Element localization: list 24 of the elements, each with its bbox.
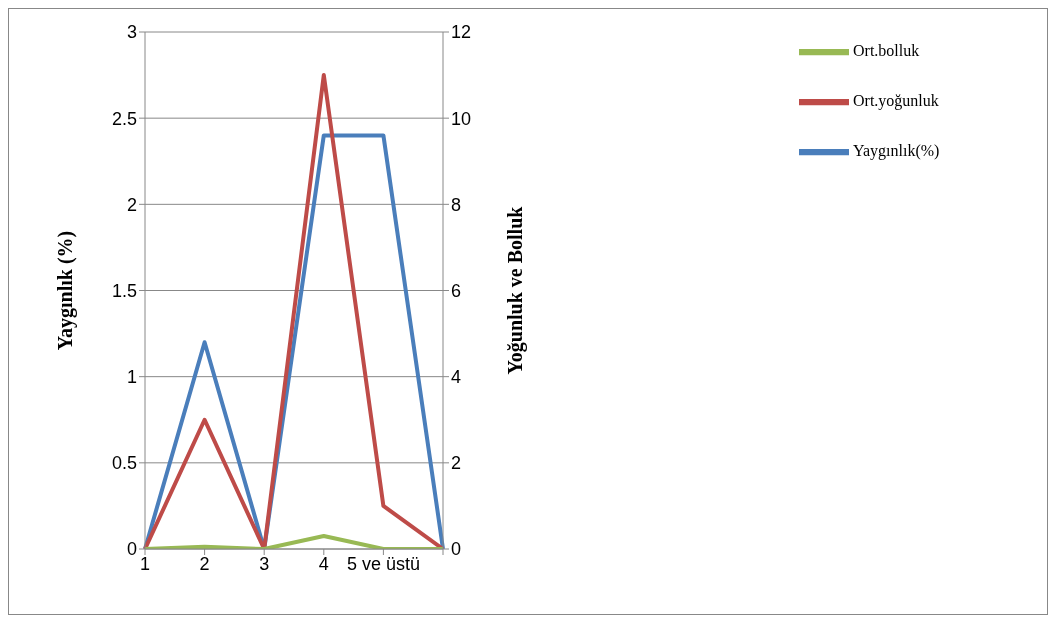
- x-tick-label: 5 ve üstü: [346, 553, 420, 574]
- y2-tick-label: 12: [451, 22, 472, 43]
- y-tick-label: 2: [126, 194, 137, 215]
- x-tick-label: 3: [259, 553, 270, 574]
- y-tick-label: 3: [126, 22, 137, 43]
- y-axis-title: Yaygınlık (%): [54, 230, 78, 351]
- y-tick-label: 2.5: [111, 108, 137, 129]
- y-tick-label: 0: [126, 539, 137, 560]
- y-tick-label: 1.5: [111, 280, 137, 301]
- legend-label: Ort.bolluk: [853, 41, 920, 59]
- legend-label: Ort.yoğunluk: [853, 91, 939, 109]
- y2-tick-label: 8: [451, 194, 462, 215]
- y2-tick-label: 6: [451, 280, 462, 301]
- y2-axis-title: Yoğunluk ve Bolluk: [504, 205, 528, 375]
- x-tick-label: 1: [139, 553, 151, 574]
- x-tick-label: 2: [199, 553, 210, 574]
- legend-label: Yaygınlık(%): [853, 141, 940, 159]
- y2-tick-label: 4: [451, 367, 462, 388]
- y2-tick-label: 2: [451, 453, 462, 474]
- y-tick-label: 1: [126, 367, 137, 388]
- y-tick-label: 0.5: [111, 453, 137, 474]
- y2-tick-label: 0: [451, 539, 462, 560]
- x-tick-label: 4: [318, 553, 329, 574]
- y2-tick-label: 10: [451, 108, 472, 129]
